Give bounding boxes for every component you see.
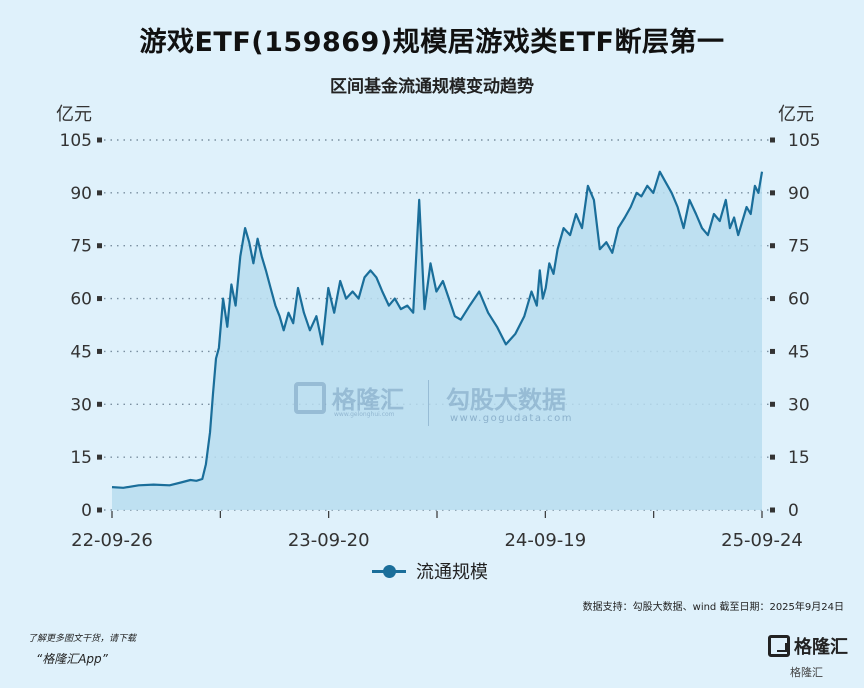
y-tick-right: 0: [788, 501, 799, 521]
x-tick-label: 25-09-24: [721, 530, 803, 551]
y-tick-left: 105: [60, 131, 92, 151]
y-tick-mark-left: [97, 190, 102, 196]
y-tick-left: 60: [70, 290, 92, 310]
y-tick-mark-right: [770, 190, 775, 196]
promo-line-1: 了解更多图文干货，请下载: [28, 634, 137, 644]
y-tick-mark-left: [97, 401, 102, 407]
y-tick-mark-right: [770, 401, 775, 407]
y-tick-mark-right: [770, 137, 775, 143]
y-tick-left: 0: [81, 501, 92, 521]
y-tick-left: 30: [70, 395, 92, 415]
watermark-logo-icon: [294, 381, 326, 414]
y-tick-left: 75: [70, 237, 92, 257]
chart-title: 游戏ETF(159869)规模居游戏类ETF断层第一: [139, 27, 725, 58]
y-unit-right: 亿元: [778, 104, 814, 125]
legend-line-icon: [372, 564, 406, 578]
y-tick-right: 15: [788, 448, 810, 468]
brand-logo-text: 格隆汇: [794, 637, 848, 658]
promo-line-2: “格隆汇App”: [36, 652, 108, 666]
y-tick-right: 105: [788, 131, 820, 151]
y-tick-mark-left: [97, 454, 102, 460]
series-area: [112, 171, 762, 510]
y-tick-mark-left: [97, 296, 102, 302]
brand-tag: 格隆汇: [790, 666, 823, 679]
y-tick-mark-right: [770, 296, 775, 302]
y-tick-mark-left: [97, 137, 102, 143]
x-tick-label: 23-09-20: [288, 530, 370, 551]
brand-logo-icon: [768, 635, 790, 657]
y-tick-mark-right: [770, 454, 775, 460]
watermark-gogudata: 勾股大数据: [446, 386, 566, 414]
y-tick-left: 15: [70, 448, 92, 468]
y-tick-mark-right: [770, 507, 775, 513]
y-tick-mark-right: [770, 243, 775, 249]
y-tick-right: 75: [788, 237, 810, 257]
y-tick-left: 45: [70, 342, 92, 362]
watermark-divider: [428, 380, 429, 426]
watermark-right-url: www.gogudata.com: [450, 413, 574, 424]
y-tick-right: 60: [788, 290, 810, 310]
watermark-left-url: www.gelonghui.com: [334, 411, 395, 418]
y-tick-right: 90: [788, 184, 810, 204]
legend-label: 流通规模: [416, 562, 488, 583]
watermark-left-text: 格隆汇: [332, 386, 404, 414]
watermark-gelonghui: 格隆汇: [294, 380, 404, 415]
legend: 流通规模: [372, 558, 488, 584]
brand-logo: 格隆汇: [768, 633, 848, 659]
y-tick-right: 30: [788, 395, 810, 415]
y-tick-mark-left: [97, 507, 102, 513]
y-tick-right: 45: [788, 342, 810, 362]
y-tick-mark-left: [97, 348, 102, 354]
y-tick-mark-right: [770, 348, 775, 354]
x-tick-label: 22-09-26: [71, 530, 153, 551]
x-tick-label: 24-09-19: [504, 530, 586, 551]
chart-subtitle: 区间基金流通规模变动趋势: [330, 77, 534, 97]
y-unit-left: 亿元: [56, 104, 92, 125]
series-line: [111, 170, 764, 489]
y-tick-left: 90: [70, 184, 92, 204]
data-source: 数据支持：勾股大数据、wind 截至日期：2025年9月24日: [582, 602, 844, 613]
y-tick-mark-left: [97, 243, 102, 249]
